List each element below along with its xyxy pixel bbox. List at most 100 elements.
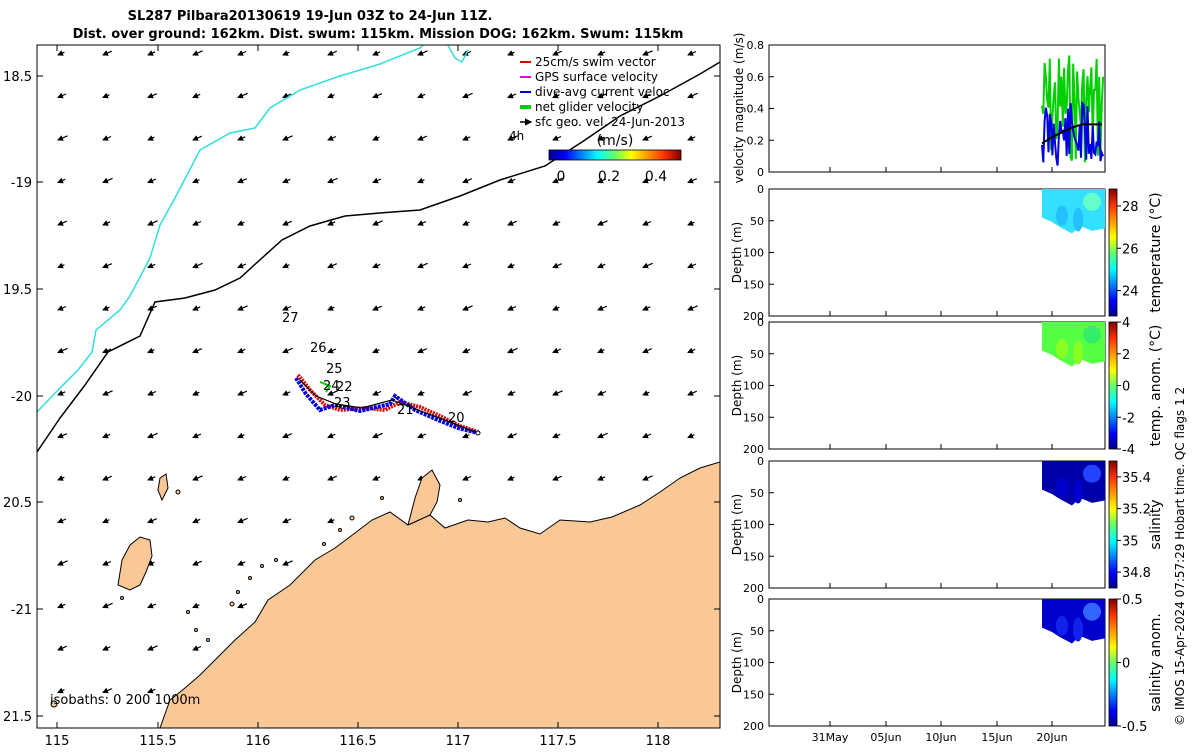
geo-velocity-arrow <box>147 177 157 184</box>
temperature-colorbar-label: temperature (°C) <box>1148 192 1164 312</box>
geo-velocity-arrow <box>597 305 608 311</box>
velocity-panel: 0 0.2 0.4 0.6 0.8 velocity magnitude (m/s) <box>732 33 1106 183</box>
depth-y-tick-label: 50 <box>750 625 764 638</box>
glider-track-swim <box>296 373 479 434</box>
geo-velocity-arrow <box>102 390 113 396</box>
geo-velocity-arrow <box>552 177 563 184</box>
geo-velocity-arrow <box>327 177 338 184</box>
temperature-anomaly-feature <box>1073 340 1083 365</box>
geo-velocity-arrow <box>327 50 338 56</box>
geo-velocity-arrow <box>597 92 608 99</box>
legend-label: 25cm/s swim vector <box>535 55 656 69</box>
map-x-tick-label: 117.5 <box>539 734 576 749</box>
geo-velocity-arrow <box>372 50 381 56</box>
geo-velocity-arrow <box>642 475 653 481</box>
geo-velocity-arrow <box>507 432 518 439</box>
geo-velocity-arrow <box>462 177 473 184</box>
temperature-anomaly-ylabel: Depth (m) <box>730 355 744 416</box>
velocity-geo-series <box>1041 123 1102 145</box>
colorbar-tick-label: 0 <box>1122 380 1130 395</box>
salinity-anomaly-feature <box>1073 617 1083 642</box>
map-frame <box>36 44 721 729</box>
geo-velocity-arrow <box>102 305 110 311</box>
salinity-colorbar <box>1108 460 1118 589</box>
salinity-anomaly-colorbar <box>1108 598 1118 727</box>
geo-velocity-arrow <box>642 390 650 396</box>
geo-velocity-arrow <box>282 347 293 354</box>
geo-velocity-arrow <box>282 390 291 396</box>
salinity-panel: 0 50 100 150 200 Depth (m) 35.4 35.2 35 34.8 salin… <box>730 455 1164 595</box>
geo-velocity-arrow <box>192 177 200 184</box>
geo-velocity-arrow <box>192 560 203 566</box>
islets <box>50 473 462 708</box>
colorbar-tick-label: 4 <box>1122 316 1130 331</box>
geo-velocity-arrow <box>327 92 335 99</box>
geo-velocity-arrow <box>102 347 112 354</box>
geo-velocity-arrow <box>102 602 113 609</box>
map-y-tick-label: 20.5 <box>3 496 32 511</box>
geo-velocity-arrow <box>552 50 563 56</box>
day-label: 23 <box>334 396 351 411</box>
geo-velocity-arrow <box>57 50 65 56</box>
geo-velocity-arrow <box>282 135 293 141</box>
map-y-tick-label: 18.5 <box>3 70 32 85</box>
geo-velocity-arrow <box>687 262 697 269</box>
map-y-tick-label: -20 <box>11 390 32 405</box>
geo-velocity-arrow <box>597 432 608 439</box>
geo-velocity-arrow <box>687 177 698 184</box>
geo-velocity-arrow <box>192 135 203 141</box>
geo-velocity-arrow <box>507 390 516 396</box>
geo-velocity-arrow <box>192 305 201 311</box>
temperature-feature <box>1083 192 1101 211</box>
geo-velocity-arrow <box>237 347 246 354</box>
map-y-tick-label: -21 <box>11 603 32 618</box>
geo-velocity-arrow <box>642 347 653 354</box>
geo-velocity-arrow <box>417 177 425 184</box>
geo-velocity-arrow <box>507 262 515 269</box>
geo-velocity-arrow <box>462 135 471 141</box>
depth-y-tick-label: 0 <box>757 183 764 196</box>
depth-y-tick-label: 200 <box>743 582 764 595</box>
geo-velocity-arrow <box>597 220 608 226</box>
colorbar-tick-label: -4 <box>1122 443 1135 458</box>
colorbar-tick-label: -2 <box>1122 411 1135 426</box>
geo-velocity-arrow <box>237 560 246 566</box>
geo-velocity-arrow <box>147 475 156 481</box>
geo-velocity-arrow <box>147 432 158 439</box>
geo-velocity-arrow <box>507 305 517 311</box>
geo-velocity-arrow <box>282 305 292 311</box>
title-line-1: SL287 Pilbara20130619 19-Jun 03Z to 24-J… <box>128 9 493 24</box>
velocity-y-tick-label: 0.2 <box>747 134 765 147</box>
geo-velocity-arrow <box>417 305 426 311</box>
geo-velocity-arrow <box>147 135 155 141</box>
geo-velocity-arrow <box>147 50 156 56</box>
geo-velocity-arrow <box>462 305 473 311</box>
geo-velocity-arrow <box>597 135 605 141</box>
depth-y-tick-label: 0 <box>757 316 764 329</box>
map-y-tick-label: 19.5 <box>3 283 32 298</box>
legend-scale-label: 4h <box>509 129 524 143</box>
geo-velocity-arrow <box>102 135 112 141</box>
velocity-y-tick-label: 0 <box>757 166 764 179</box>
colorbar-tick-label: 0 <box>1122 657 1130 672</box>
depth-y-tick-label: 0 <box>757 593 764 606</box>
legend-label: dive-avg current veloc <box>535 85 670 99</box>
geo-velocity-arrow <box>372 347 380 354</box>
depth-y-tick-label: 50 <box>750 487 764 500</box>
geo-velocity-arrow <box>327 135 337 141</box>
colorbar-tick-label: 35 <box>1122 534 1139 549</box>
legend: 25cm/s swim vector GPS surface velocity … <box>509 55 685 143</box>
salinity-colorbar-label: salinity <box>1148 499 1164 549</box>
colorbar-tick-label: 34.8 <box>1122 566 1151 581</box>
depth-y-tick-label: 0 <box>757 455 764 468</box>
map-x-tick-label: 116 <box>246 734 271 749</box>
geo-velocity-arrow <box>552 305 560 311</box>
footer-timestamp: © IMOS 15-Apr-2024 07:57:29 Hobart time.… <box>1173 387 1187 726</box>
glider-track-net <box>319 381 332 393</box>
peninsula <box>407 469 441 526</box>
time-axis-ticks: 31May 05Jun 10Jun 15Jun 20Jun <box>812 167 1068 744</box>
geo-velocity-arrow <box>192 262 203 269</box>
geo-velocity-arrow <box>192 50 203 56</box>
geo-velocity-arrow <box>462 432 470 439</box>
temperature-feature <box>1056 205 1068 226</box>
